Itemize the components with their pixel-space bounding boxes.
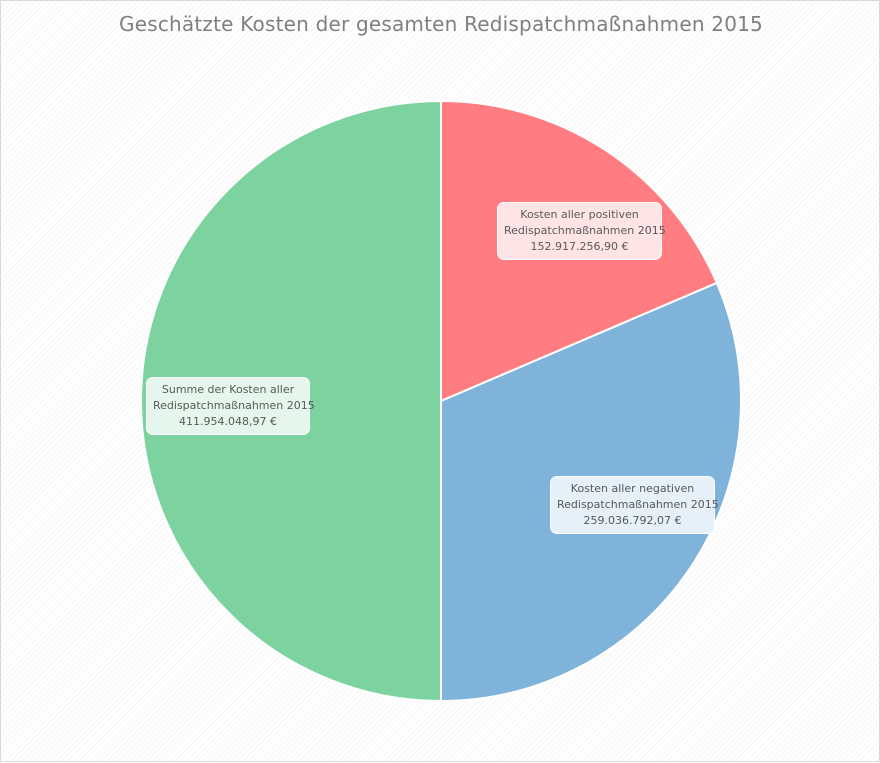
slice-label-line1: Kosten aller negativen xyxy=(570,482,695,495)
slice-label-positive: Kosten aller positiven Redispatchmaßnahm… xyxy=(497,202,666,260)
slice-value-label: 259.036.792,07 € xyxy=(583,514,682,527)
slice-value-label: 411.954.048,97 € xyxy=(179,415,277,428)
slice-label-negative: Kosten aller negativen Redispatchmaßnahm… xyxy=(550,476,719,534)
slice-label-line2: Redispatchmaßnahmen 2015 xyxy=(153,399,315,412)
slice-label-line2: Redispatchmaßnahmen 2015 xyxy=(504,224,666,237)
slice-label-line1: Kosten aller positiven xyxy=(520,208,639,221)
slice-label-line2: Redispatchmaßnahmen 2015 xyxy=(557,498,719,511)
chart-title: Geschätzte Kosten der gesamten Redispatc… xyxy=(119,12,763,36)
slice-label-sum: Summe der Kosten aller Redispatchmaßnahm… xyxy=(146,377,315,435)
slice-value-label: 152.917.256,90 € xyxy=(530,240,629,253)
slice-label-line1: Summe der Kosten aller xyxy=(161,383,295,396)
